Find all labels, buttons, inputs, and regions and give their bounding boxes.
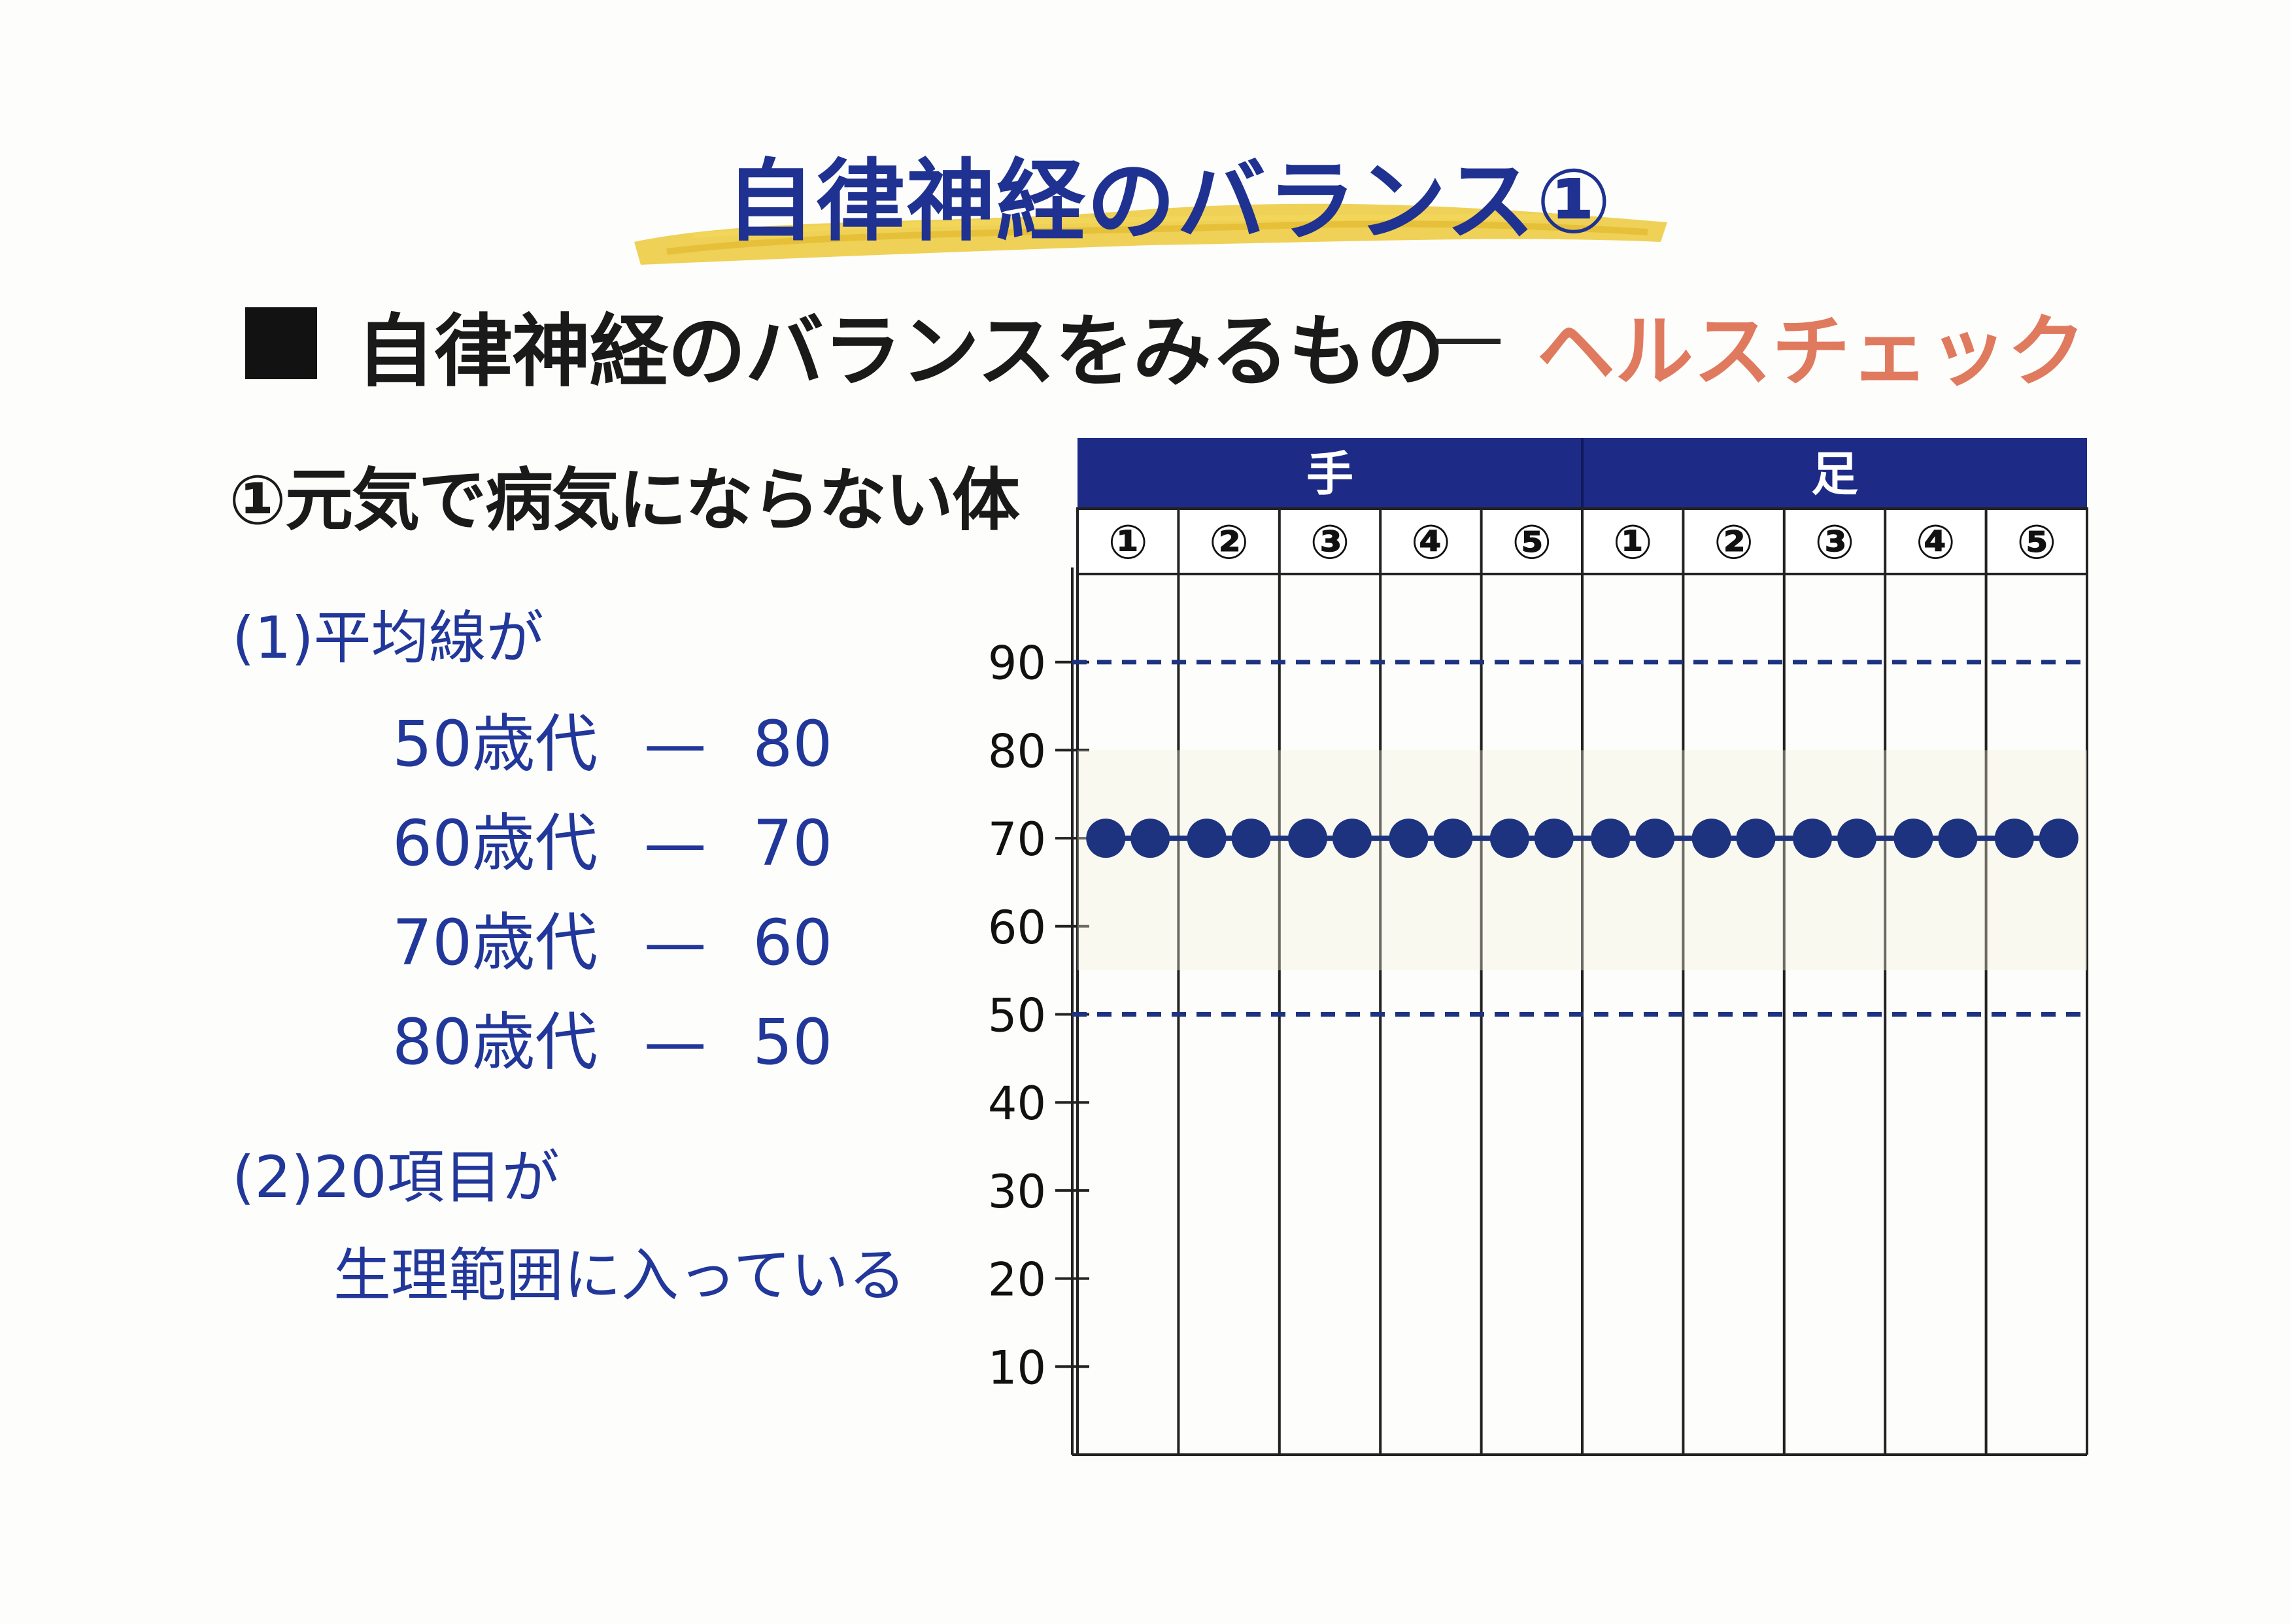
age-value: 70 xyxy=(753,807,833,880)
data-point xyxy=(1187,819,1227,858)
data-point xyxy=(1231,819,1271,858)
data-point xyxy=(1837,819,1876,858)
column-number-label: ④ xyxy=(1411,515,1451,569)
age-value: 60 xyxy=(753,906,833,979)
age-value: 50 xyxy=(753,1006,833,1079)
y-tick-label: 10 xyxy=(988,1341,1046,1395)
age-dash: — xyxy=(643,807,707,880)
criterion-2: (2)20項目が xyxy=(232,1143,560,1211)
age-dash: — xyxy=(643,1006,707,1079)
column-number-label: ② xyxy=(1209,515,1249,569)
y-tick-label: 60 xyxy=(988,901,1046,955)
data-point xyxy=(1938,819,1978,858)
y-tick-label: 70 xyxy=(988,813,1046,866)
age-row: 50歳代 — 80 xyxy=(392,693,832,784)
title-brush-stroke xyxy=(634,203,1667,265)
data-point xyxy=(1534,819,1574,858)
y-tick-label: 20 xyxy=(988,1253,1046,1307)
age-row: 70歳代 — 60 xyxy=(392,892,832,983)
data-point xyxy=(2039,819,2079,858)
column-number-label: ④ xyxy=(1916,515,1956,569)
group-header-label: 手 xyxy=(1306,447,1353,501)
column-number-label: ② xyxy=(1714,515,1754,569)
data-point xyxy=(1893,819,1933,858)
data-point xyxy=(1691,819,1731,858)
page-title: 自律神経のバランス① xyxy=(726,150,1613,254)
age-label: 70歳代 xyxy=(392,906,598,979)
age-value: 80 xyxy=(753,707,833,781)
bullet-square xyxy=(245,307,317,379)
age-label: 50歳代 xyxy=(392,707,598,781)
column-number-label: ① xyxy=(1613,515,1653,569)
column-number-label: ⑤ xyxy=(2016,515,2056,569)
data-point xyxy=(1332,819,1372,858)
normal-range-band xyxy=(1078,750,2087,971)
column-number-label: ③ xyxy=(1310,515,1350,569)
criterion-1: (1)平均線が xyxy=(232,604,544,671)
y-tick-label: 40 xyxy=(988,1077,1046,1130)
section-title: ①元気で病気にならない体 xyxy=(229,460,1020,540)
data-point xyxy=(1086,819,1126,858)
data-point xyxy=(1433,819,1473,858)
data-point xyxy=(1130,819,1170,858)
y-tick-label: 30 xyxy=(988,1165,1046,1219)
subtitle-dash xyxy=(1435,339,1501,344)
data-point xyxy=(1288,819,1328,858)
age-label: 60歳代 xyxy=(392,807,598,880)
data-point xyxy=(1793,819,1833,858)
data-point xyxy=(1635,819,1675,858)
group-header-label: 足 xyxy=(1811,447,1858,501)
age-row: 60歳代 — 70 xyxy=(392,792,832,883)
column-number-label: ① xyxy=(1108,515,1148,569)
criterion-2-detail: 生理範囲に入っている xyxy=(333,1242,906,1309)
subtitle-main: 自律神経のバランスをみるもの xyxy=(356,307,1445,398)
age-dash: — xyxy=(643,906,707,979)
data-point xyxy=(1736,819,1776,858)
column-number-label: ⑤ xyxy=(1512,515,1552,569)
age-row: 80歳代 — 50 xyxy=(392,991,832,1082)
age-dash: — xyxy=(643,707,707,781)
y-tick-label: 50 xyxy=(988,989,1046,1043)
subtitle-accent: ヘルスチェック xyxy=(1536,307,2086,398)
column-number-label: ③ xyxy=(1815,515,1855,569)
y-tick-label: 90 xyxy=(988,637,1046,690)
data-point xyxy=(1994,819,2034,858)
age-label: 80歳代 xyxy=(392,1006,598,1079)
data-point xyxy=(1591,819,1631,858)
title-area: 自律神経のバランス① xyxy=(628,111,1674,275)
data-point xyxy=(1389,819,1429,858)
y-tick-label: 80 xyxy=(988,724,1046,778)
data-point xyxy=(1489,819,1529,858)
